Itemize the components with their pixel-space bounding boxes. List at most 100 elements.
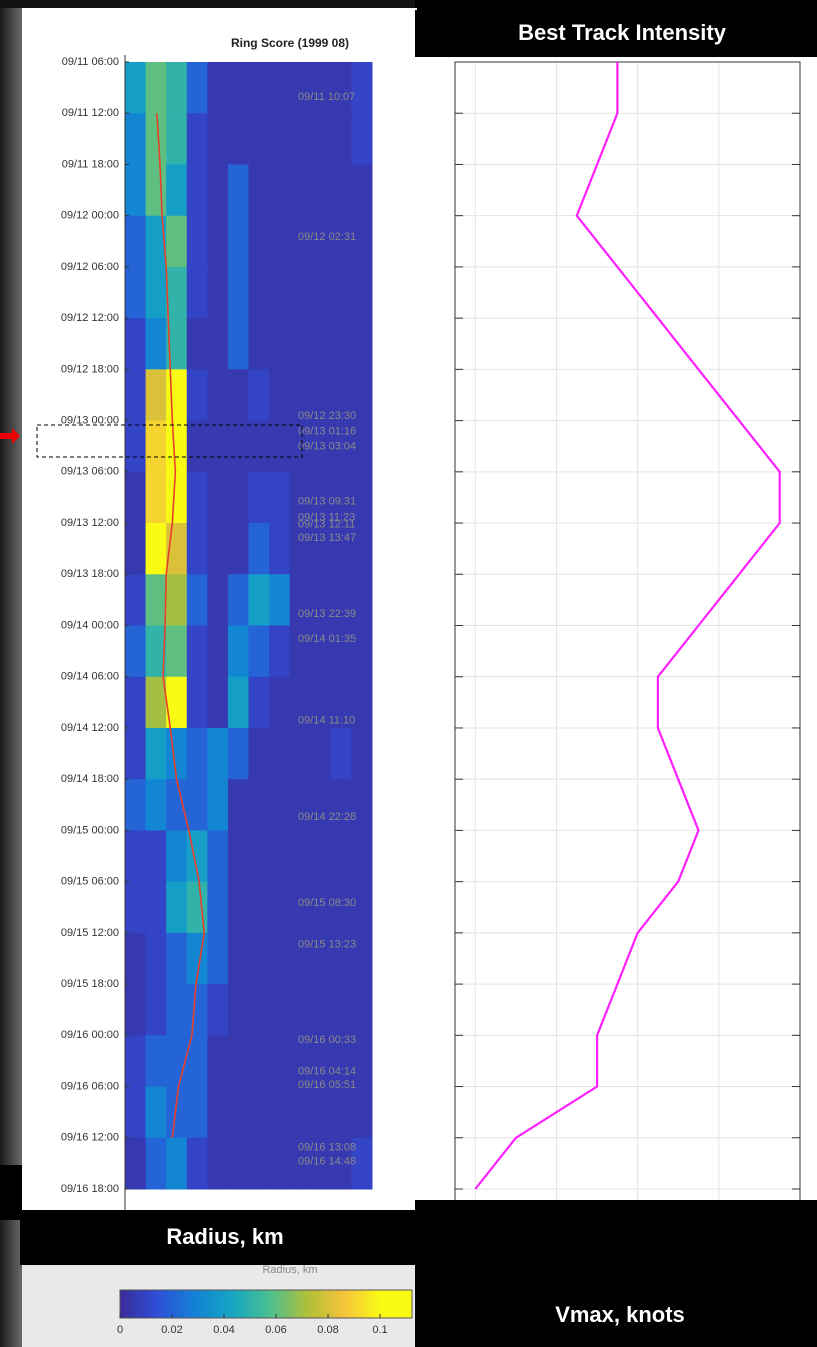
- colorbar-segment: [394, 1290, 397, 1318]
- heat-cell: [166, 779, 188, 831]
- heat-cell: [351, 215, 373, 268]
- colorbar-segment: [158, 1290, 161, 1318]
- colorbar: 0 0.02 0.04 0.06 0.08 0.1: [117, 1289, 413, 1336]
- heat-cell: [269, 676, 291, 729]
- heat-cell: [125, 932, 147, 985]
- heat-cell: [330, 1035, 352, 1088]
- heat-cell: [330, 266, 352, 319]
- heat-cell: [166, 727, 188, 780]
- colorbar-segment: [306, 1290, 309, 1318]
- heat-cell: [207, 779, 229, 831]
- colorbar-segment: [250, 1290, 253, 1318]
- heat-cell: [227, 932, 249, 985]
- overpass-label: 09/16 04:14: [298, 1065, 356, 1077]
- heat-cell: [125, 676, 147, 729]
- colorbar-segment: [254, 1290, 257, 1318]
- heat-cell: [330, 420, 352, 473]
- heat-cell: [289, 318, 311, 370]
- track-line: [156, 113, 206, 1138]
- colorbar-segment: [308, 1290, 311, 1318]
- heat-cell: [145, 369, 167, 422]
- colorbar-segment: [382, 1290, 385, 1318]
- colorbar-segment: [328, 1290, 331, 1318]
- left-xlabel-small: Radius, km: [262, 1264, 317, 1276]
- heat-cell: [166, 164, 188, 217]
- colorbar-segment: [334, 1290, 337, 1318]
- heat-cell: [351, 727, 373, 780]
- y-tick-label: 09/12 06:00: [61, 261, 119, 273]
- colorbar-segment: [360, 1290, 363, 1318]
- colorbar-segment: [304, 1290, 307, 1318]
- heat-cell: [310, 676, 332, 729]
- y-tick-label: 09/13 12:00: [61, 517, 119, 529]
- heat-cell: [310, 62, 332, 114]
- top-band: [0, 0, 415, 8]
- colorbar-segment: [172, 1290, 175, 1318]
- heat-cell: [289, 932, 311, 985]
- colorbar-segment: [256, 1290, 259, 1318]
- heat-cell: [207, 164, 229, 217]
- heat-cell: [330, 164, 352, 217]
- colorbar-segment: [180, 1290, 183, 1318]
- left-xlabel: Radius, km: [166, 1224, 283, 1249]
- colorbar-segment: [208, 1290, 211, 1318]
- heat-cell: [145, 523, 167, 575]
- colorbar-segment: [128, 1290, 131, 1318]
- heat-cell: [351, 779, 373, 831]
- heat-cell: [269, 164, 291, 217]
- heat-cell: [186, 1086, 208, 1139]
- colorbar-segment: [340, 1290, 343, 1318]
- heat-cell: [145, 984, 167, 1036]
- heat-cell: [289, 881, 311, 934]
- heat-cell: [310, 266, 332, 319]
- colorbar-segment: [318, 1290, 321, 1318]
- heat-cell: [166, 574, 188, 626]
- heat-cell: [207, 625, 229, 678]
- heat-cell: [145, 215, 167, 268]
- heat-cell: [207, 932, 229, 985]
- heat-cell: [310, 369, 332, 422]
- overpass-label: 09/14 22:28: [298, 811, 356, 823]
- colorbar-segment: [336, 1290, 339, 1318]
- heat-cell: [248, 984, 270, 1036]
- heat-cell: [186, 62, 208, 114]
- colorbar-segment: [314, 1290, 317, 1318]
- heat-cell: [330, 676, 352, 729]
- heat-cell: [248, 574, 270, 626]
- colorbar-segment: [286, 1290, 289, 1318]
- colorbar-segment: [316, 1290, 319, 1318]
- heat-cell: [248, 881, 270, 934]
- vmax-line: [474, 62, 781, 1190]
- heat-cell: [269, 727, 291, 780]
- heat-cell: [207, 1086, 229, 1139]
- heat-cell: [125, 164, 147, 217]
- colorbar-segment: [342, 1290, 345, 1318]
- colorbar-segment: [218, 1290, 221, 1318]
- colorbar-segment: [396, 1290, 399, 1318]
- colorbar-segment: [264, 1290, 267, 1318]
- colorbar-segment: [302, 1290, 305, 1318]
- heat-cell: [351, 1086, 373, 1139]
- heat-cell: [310, 1035, 332, 1088]
- heat-cell: [351, 420, 373, 473]
- overpass-label: 09/16 05:51: [298, 1079, 356, 1091]
- colorbar-segment: [184, 1290, 187, 1318]
- highlight-box: [36, 424, 303, 458]
- heat-cell: [125, 1137, 147, 1190]
- heat-cell: [145, 420, 167, 473]
- heat-cell: [289, 62, 311, 114]
- heat-cell: [145, 932, 167, 985]
- heat-cell: [269, 1086, 291, 1139]
- colorbar-segment: [330, 1290, 333, 1318]
- colorbar-segment: [140, 1290, 143, 1318]
- colorbar-segment: [226, 1290, 229, 1318]
- heat-cell: [145, 881, 167, 934]
- heat-cell: [351, 574, 373, 626]
- heat-cell: [330, 932, 352, 985]
- heat-cell: [166, 881, 188, 934]
- y-tick-label: 09/14 12:00: [61, 722, 119, 734]
- overpass-label: 09/13 13:47: [298, 532, 356, 544]
- colorbar-tick-label: 0.06: [265, 1324, 286, 1336]
- colorbar-segment: [312, 1290, 315, 1318]
